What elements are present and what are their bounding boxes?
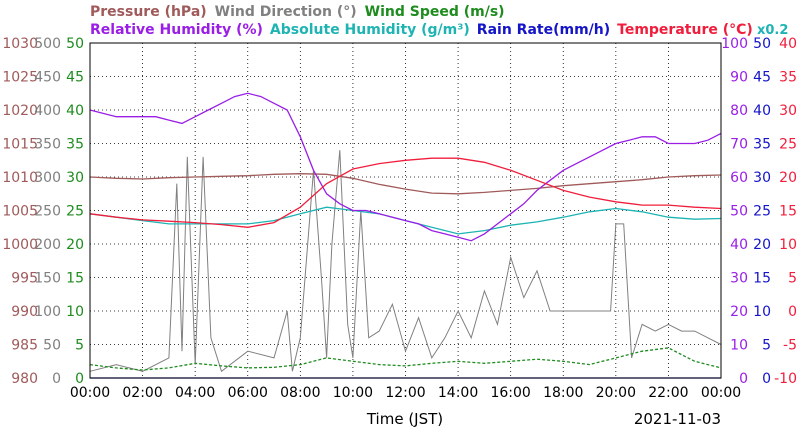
pressure-tick-label: 1015	[2, 137, 38, 153]
wind_direction-tick-label: 400	[34, 103, 61, 119]
x-tick-label: 02:00	[122, 385, 162, 401]
temperature-tick-label: 0	[788, 304, 797, 320]
plot-frame	[89, 42, 722, 379]
rain_rate-tick-label: 15	[753, 271, 771, 287]
pressure-tick-label: 990	[11, 304, 38, 320]
rain_rate-tick-label: 50	[753, 36, 771, 52]
scale-note: x0.2	[757, 23, 788, 38]
rain_rate-tick-label: 30	[753, 170, 771, 186]
series-line	[89, 150, 722, 373]
legend-entry: Relative Humidity (%)	[90, 22, 263, 38]
rain_rate-tick-label: 45	[753, 70, 771, 86]
rain_rate-tick-label: 40	[753, 103, 771, 119]
legend-entry: Temperature (°C)	[617, 22, 753, 38]
temperature-tick-label: 20	[779, 170, 797, 186]
pressure-tick-label: 980	[11, 371, 38, 387]
rain_rate-tick-label: 25	[753, 204, 771, 220]
rain_rate-tick-label: 10	[753, 304, 771, 320]
x-tick-label: 18:00	[543, 385, 583, 401]
legend: Pressure (hPa) Wind Direction (°) Wind Spe…	[90, 4, 788, 38]
relative_humidity-tick-label: 70	[730, 137, 748, 153]
wind_speed-tick-label: 10	[66, 304, 84, 320]
wind_speed-tick-label: 15	[66, 271, 84, 287]
relative_humidity-tick-label: 80	[730, 103, 748, 119]
series-line	[89, 347, 722, 371]
legend-entry: Wind Direction (°)	[215, 4, 357, 20]
temperature-tick-label: 25	[779, 137, 797, 153]
wind_direction-tick-label: 150	[34, 271, 61, 287]
wind_direction-tick-label: 300	[34, 170, 61, 186]
relative_humidity-tick-label: 50	[730, 204, 748, 220]
pressure-tick-label: 1020	[2, 103, 38, 119]
wind_direction-tick-label: 250	[34, 204, 61, 220]
temperature-tick-label: 10	[779, 237, 797, 253]
series-line	[89, 173, 722, 195]
pressure-tick-label: 1005	[2, 204, 38, 220]
wind_direction-tick-label: 50	[43, 338, 61, 354]
legend-entry: Absolute Humidity (g/m³)	[270, 22, 470, 38]
wind_speed-tick-label: 25	[66, 204, 84, 220]
date-label: 2021-11-03	[634, 410, 721, 428]
x-tick-label: 12:00	[385, 385, 425, 401]
temperature-tick-label: 30	[779, 103, 797, 119]
relative_humidity-tick-label: 100	[721, 36, 748, 52]
x-tick-label: 08:00	[280, 385, 320, 401]
pressure-tick-label: 1010	[2, 170, 38, 186]
relative_humidity-tick-label: 60	[730, 170, 748, 186]
x-tick-label: 04:00	[175, 385, 215, 401]
relative_humidity-tick-label: 0	[739, 371, 748, 387]
temperature-tick-label: 5	[788, 271, 797, 287]
wind_speed-tick-label: 30	[66, 170, 84, 186]
x-tick-label: 14:00	[438, 385, 478, 401]
wind_speed-tick-label: 20	[66, 237, 84, 253]
pressure-tick-label: 1025	[2, 70, 38, 86]
x-tick-label: 10:00	[333, 385, 373, 401]
x-tick-label: 16:00	[490, 385, 530, 401]
axes: 1030102510201015101010051000995990985980…	[2, 36, 797, 401]
relative_humidity-tick-label: 20	[730, 304, 748, 320]
wind_speed-tick-label: 45	[66, 70, 84, 86]
temperature-tick-label: -5	[783, 338, 797, 354]
wind_speed-tick-label: 0	[75, 371, 84, 387]
wind_speed-tick-label: 35	[66, 137, 84, 153]
pressure-tick-label: 985	[11, 338, 38, 354]
pressure-tick-label: 1030	[2, 36, 38, 52]
wind_direction-tick-label: 200	[34, 237, 61, 253]
legend-entry: Rain Rate(mm/h)	[477, 22, 610, 38]
wind_direction-tick-label: 350	[34, 137, 61, 153]
wind_speed-tick-label: 5	[75, 338, 84, 354]
rain_rate-tick-label: 20	[753, 237, 771, 253]
grid	[90, 43, 721, 378]
legend-entry: Pressure (hPa)	[90, 4, 207, 20]
wind_direction-tick-label: 0	[52, 371, 61, 387]
wind_speed-tick-label: 40	[66, 103, 84, 119]
temperature-tick-label: 15	[779, 204, 797, 220]
x-tick-label: 06:00	[228, 385, 268, 401]
rain_rate-tick-label: 0	[762, 371, 771, 387]
x-tick-label: 00:00	[701, 385, 741, 401]
temperature-tick-label: 35	[779, 70, 797, 86]
x-axis-label: Time (JST)	[366, 410, 443, 428]
wind_direction-tick-label: 500	[34, 36, 61, 52]
series-line	[89, 92, 722, 242]
rain_rate-tick-label: 5	[762, 338, 771, 354]
x-tick-label: 20:00	[596, 385, 636, 401]
relative_humidity-tick-label: 10	[730, 338, 748, 354]
temperature-tick-label: 40	[779, 36, 797, 52]
rain_rate-tick-label: 35	[753, 137, 771, 153]
relative_humidity-tick-label: 90	[730, 70, 748, 86]
x-tick-label: 22:00	[648, 385, 688, 401]
x-tick-label: 00:00	[70, 385, 110, 401]
legend-entry: Wind Speed (m/s)	[365, 4, 505, 20]
wind_direction-tick-label: 450	[34, 70, 61, 86]
wind_direction-tick-label: 100	[34, 304, 61, 320]
series-line	[89, 157, 722, 228]
temperature-tick-label: -10	[774, 371, 797, 387]
relative_humidity-tick-label: 30	[730, 271, 748, 287]
pressure-tick-label: 1000	[2, 237, 38, 253]
pressure-tick-label: 995	[11, 271, 38, 287]
relative_humidity-tick-label: 40	[730, 237, 748, 253]
wind_speed-tick-label: 50	[66, 36, 84, 52]
